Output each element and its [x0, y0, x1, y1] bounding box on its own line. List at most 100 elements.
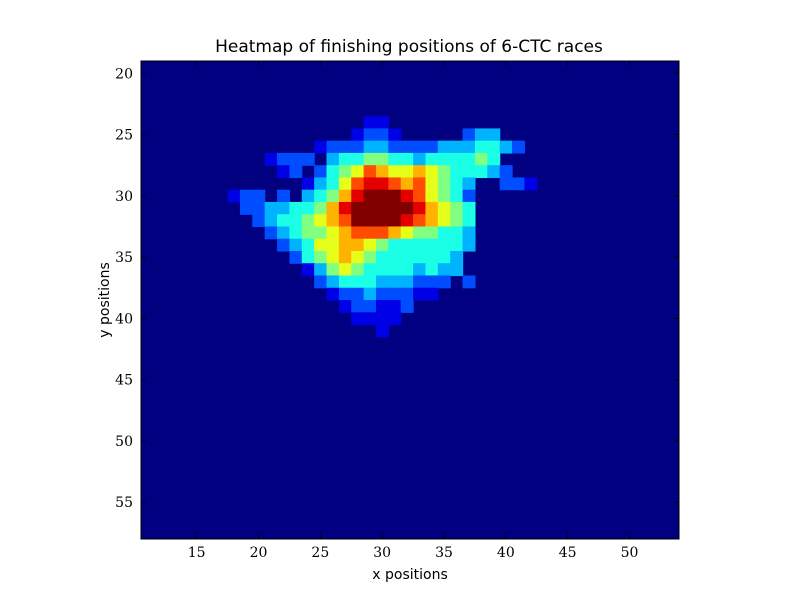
- heatmap-cell: [375, 287, 389, 301]
- y-axis-label: y positions: [97, 262, 113, 337]
- heatmap-cell: [301, 263, 315, 277]
- heatmap-cell: [289, 152, 303, 166]
- heatmap-cell: [363, 165, 377, 179]
- heatmap-cell: [338, 189, 352, 203]
- heatmap-cell: [351, 214, 365, 228]
- heatmap-cell: [326, 226, 340, 240]
- heatmap-cell: [450, 250, 464, 264]
- heatmap-cell: [326, 287, 340, 301]
- heatmap-cell: [351, 263, 365, 277]
- heatmap-cell: [413, 263, 427, 277]
- heatmap-cell: [388, 275, 402, 289]
- heatmap-cell: [413, 152, 427, 166]
- heatmap-cell: [326, 214, 340, 228]
- heatmap-cell: [413, 165, 427, 179]
- heatmap-cell: [326, 238, 340, 252]
- heatmap-cell: [413, 201, 427, 215]
- heatmap-cell: [375, 214, 389, 228]
- heatmap-cell: [400, 201, 414, 215]
- heatmap-cell: [277, 165, 291, 179]
- heatmap-cell: [375, 152, 389, 166]
- heatmap-cell: [351, 201, 365, 215]
- heatmap-cell: [462, 214, 476, 228]
- heatmap-cell: [425, 263, 439, 277]
- heatmap-cell: [363, 275, 377, 289]
- heatmap-cell: [375, 128, 389, 142]
- heatmap-cell: [400, 263, 414, 277]
- x-axis-label: x positions: [372, 567, 447, 583]
- heatmap-cell: [314, 226, 328, 240]
- heatmap-cell: [462, 275, 476, 289]
- heatmap-cell: [351, 275, 365, 289]
- heatmap-cell: [375, 263, 389, 277]
- heatmap-cell: [388, 238, 402, 252]
- y-tick-label: 50: [115, 434, 133, 450]
- heatmap-cell: [351, 287, 365, 301]
- y-tick-label: 30: [115, 189, 133, 205]
- heatmap-cell: [487, 152, 501, 166]
- heatmap-cell: [338, 300, 352, 313]
- heatmap-cell: [450, 189, 464, 203]
- heatmap-cell: [277, 152, 291, 166]
- heatmap-cell: [437, 250, 451, 264]
- heatmap-cell: [227, 189, 241, 203]
- heatmap-cell: [363, 300, 377, 313]
- heatmap-cell: [375, 165, 389, 179]
- heatmap-cell: [314, 214, 328, 228]
- y-tick-label: 40: [115, 311, 133, 327]
- heatmap-cell: [437, 238, 451, 252]
- heatmap-cell: [437, 263, 451, 277]
- heatmap-cell: [400, 238, 414, 252]
- heatmap-cell: [437, 275, 451, 289]
- heatmap-cell: [425, 238, 439, 252]
- heatmap-cell: [301, 201, 315, 215]
- heatmap-cell: [425, 140, 439, 154]
- heatmap-cell: [363, 189, 377, 203]
- heatmap-cell: [351, 165, 365, 179]
- heatmap-cell: [499, 165, 513, 179]
- heatmap-cell: [314, 238, 328, 252]
- heatmap-cell: [363, 312, 377, 326]
- heatmap-cell: [400, 165, 414, 179]
- heatmap-cell: [351, 177, 365, 191]
- heatmap-cell: [363, 116, 377, 130]
- heatmap-cell: [351, 189, 365, 203]
- heatmap-cell: [363, 226, 377, 240]
- heatmap-cell: [450, 165, 464, 179]
- heatmap-cell: [277, 238, 291, 252]
- heatmap-cell: [326, 177, 340, 191]
- x-tick-label: 35: [435, 545, 453, 561]
- heatmap-cell: [301, 250, 315, 264]
- heatmap-cell: [400, 226, 414, 240]
- heatmap-cell: [388, 140, 402, 154]
- heatmap-cell: [512, 177, 525, 191]
- plot-frame: [140, 60, 680, 540]
- heatmap-cell: [351, 128, 365, 142]
- heatmap-cell: [425, 152, 439, 166]
- heatmap-cell: [277, 201, 291, 215]
- heatmap-cell: [413, 238, 427, 252]
- heatmap-cell: [425, 275, 439, 289]
- heatmap-cell: [301, 177, 315, 191]
- heatmap-cell: [375, 140, 389, 154]
- heatmap-cell: [437, 226, 451, 240]
- heatmap-cell: [487, 128, 501, 142]
- heatmap-cell: [437, 201, 451, 215]
- heatmap-cell: [351, 140, 365, 154]
- heatmap-cell: [363, 140, 377, 154]
- heatmap-cell: [388, 152, 402, 166]
- x-tick-label: 50: [621, 545, 639, 561]
- heatmap-cell: [462, 189, 476, 203]
- x-tick-label: 30: [373, 545, 391, 561]
- heatmap-cell: [499, 177, 513, 191]
- heatmap-cell: [338, 287, 352, 301]
- heatmap-cell: [375, 300, 389, 313]
- heatmap-cell: [487, 140, 501, 154]
- heatmap-cell: [437, 165, 451, 179]
- heatmap-cell: [413, 177, 427, 191]
- heatmap-cell: [314, 165, 328, 179]
- heatmap-cell: [425, 165, 439, 179]
- heatmap-cell: [400, 214, 414, 228]
- heatmap-cell: [301, 214, 315, 228]
